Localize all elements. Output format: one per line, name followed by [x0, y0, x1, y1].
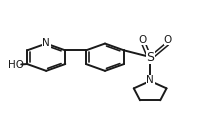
Text: S: S — [146, 51, 154, 64]
Text: HO: HO — [8, 60, 24, 70]
Text: O: O — [164, 35, 172, 45]
Text: N: N — [42, 38, 50, 48]
Text: N: N — [146, 75, 154, 85]
Text: O: O — [139, 35, 147, 45]
